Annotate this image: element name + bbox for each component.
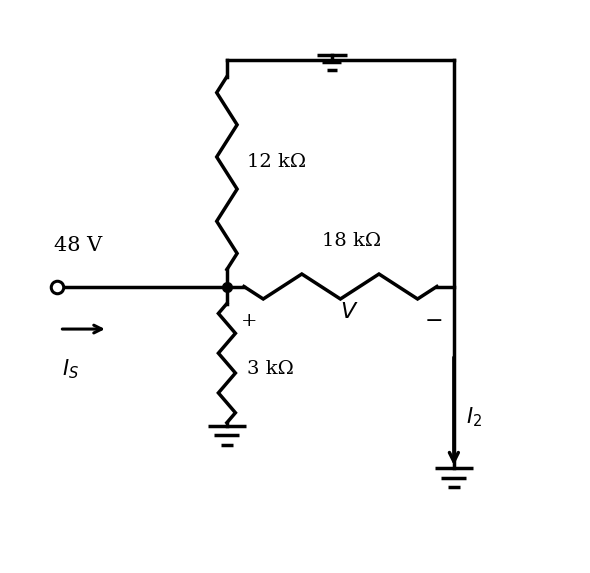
Text: 3 kΩ: 3 kΩ bbox=[247, 360, 294, 378]
Text: $I_2$: $I_2$ bbox=[466, 405, 483, 429]
Text: −: − bbox=[425, 311, 443, 332]
Text: $I_S$: $I_S$ bbox=[63, 358, 79, 381]
Text: +: + bbox=[241, 312, 258, 330]
Text: $V$: $V$ bbox=[340, 303, 358, 323]
Text: 18 kΩ: 18 kΩ bbox=[322, 231, 381, 250]
Text: 12 kΩ: 12 kΩ bbox=[247, 152, 306, 171]
Text: 48 V: 48 V bbox=[54, 236, 102, 256]
